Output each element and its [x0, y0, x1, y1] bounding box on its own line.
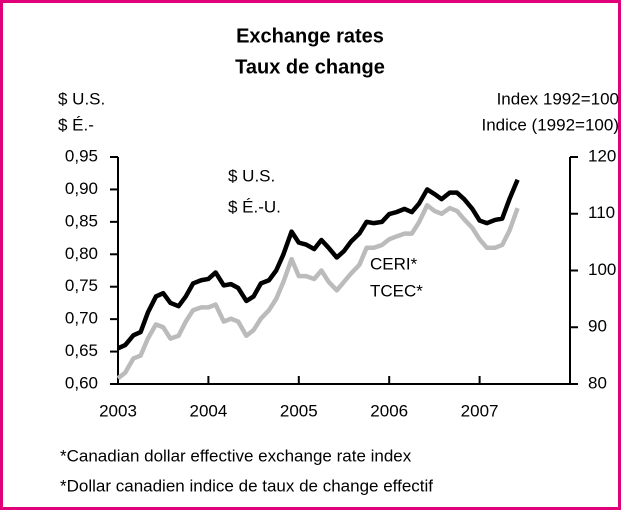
footnote: *Dollar canadien indice de taux de chang…	[60, 476, 433, 495]
y-tick-label: 0,80	[65, 244, 98, 263]
y2-tick-label: 110	[588, 203, 615, 222]
annotation: $ U.S.	[228, 166, 275, 185]
annotation: TCEC*	[370, 281, 423, 300]
footnote: *Canadian dollar effective exchange rate…	[60, 446, 412, 465]
line-series	[117, 178, 520, 351]
y-tick-label: 0,65	[65, 341, 98, 360]
chart-subtitle: Taux de change	[235, 56, 385, 78]
y-tick-label: 0,75	[65, 276, 98, 295]
y2-axis-label: Index 1992=100	[497, 89, 619, 108]
y2-tick-label: 120	[588, 146, 616, 165]
y-tick-label: 0,90	[65, 179, 98, 198]
annotation: CERI*	[370, 254, 418, 273]
y-axis-label: $ É.-	[58, 115, 94, 134]
y-tick-label: 0,85	[65, 211, 98, 230]
y2-tick-label: 80	[588, 373, 607, 392]
y-axis-label: $ U.S.	[58, 89, 105, 108]
y-tick-label: 0,95	[65, 146, 98, 165]
line-series	[116, 202, 520, 381]
x-tick-label: 2005	[280, 401, 318, 420]
y-tick-label: 0,70	[65, 309, 98, 328]
x-tick-label: 2006	[370, 401, 408, 420]
y2-tick-label: 100	[588, 260, 616, 279]
x-tick-label: 2004	[189, 401, 227, 420]
y-tick-label: 0,60	[65, 373, 98, 392]
y2-tick-label: 90	[588, 317, 607, 336]
x-tick-label: 2007	[461, 401, 499, 420]
annotation: $ É.-U.	[228, 197, 281, 216]
x-tick-label: 2003	[99, 401, 137, 420]
y2-axis-label: Indice (1992=100)	[481, 115, 619, 134]
chart-title: Exchange rates	[236, 25, 384, 47]
